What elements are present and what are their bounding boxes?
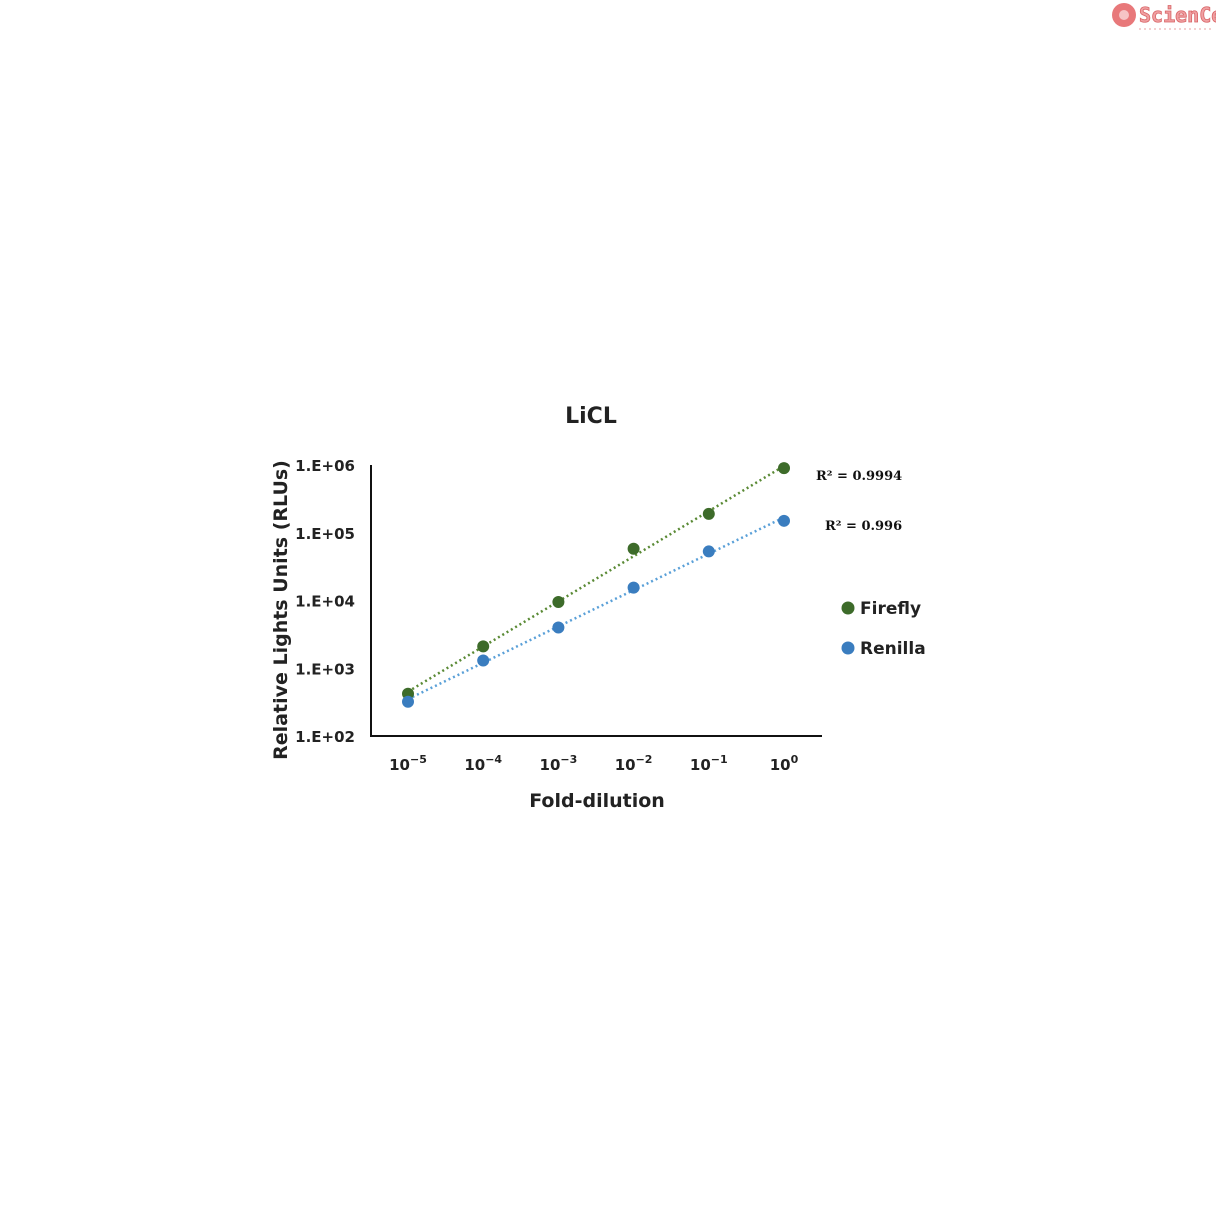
x-tick-label: 100	[770, 753, 799, 774]
point-renilla	[627, 581, 640, 594]
x-tick-label: 10−5	[389, 753, 427, 774]
trendline-firefly	[407, 464, 785, 693]
point-firefly	[702, 507, 715, 520]
point-renilla	[552, 621, 565, 634]
sciencell-logo: ScienCell	[1108, 0, 1216, 34]
x-tick-labels: 10−5 10−4 10−3 10−2 10−1 100	[389, 753, 798, 774]
trendline-renilla	[407, 516, 785, 701]
r2-label-firefly: R² = 0.9994	[816, 469, 902, 484]
point-renilla	[402, 695, 414, 708]
x-axis-label: Fold-dilution	[529, 790, 665, 812]
r2-labels: R² = 0.9994 R² = 0.996	[816, 469, 902, 534]
x-tick-label: 10−4	[464, 753, 502, 774]
legend-label-renilla: Renilla	[860, 639, 926, 659]
data-points	[402, 462, 790, 708]
point-renilla	[477, 654, 490, 667]
point-renilla	[702, 545, 715, 558]
point-firefly	[778, 462, 790, 475]
x-tick-label: 10−1	[690, 753, 728, 774]
point-firefly	[477, 640, 490, 653]
legend: Firefly Renilla	[841, 599, 926, 659]
legend-marker-renilla	[841, 641, 855, 655]
y-tick-label: 1.E+05	[295, 525, 355, 543]
x-tick-label: 10−3	[540, 753, 578, 774]
x-tick-label: 10−2	[615, 753, 653, 774]
logo-text: ScienCell	[1139, 3, 1216, 27]
y-tick-label: 1.E+03	[295, 660, 355, 678]
legend-label-firefly: Firefly	[860, 599, 921, 619]
y-tick-label: 1.E+04	[295, 593, 355, 611]
y-tick-label: 1.E+02	[295, 728, 355, 746]
y-tick-labels: 1.E+02 1.E+03 1.E+04 1.E+05 1.E+06	[295, 457, 355, 746]
point-firefly	[627, 542, 640, 555]
trendlines	[407, 464, 785, 701]
r2-label-renilla: R² = 0.996	[825, 519, 902, 534]
point-renilla	[778, 514, 790, 527]
chart-title: LiCL	[565, 404, 617, 429]
legend-marker-firefly	[841, 601, 855, 615]
y-axis-label: Relative Lights Units (RLUs)	[270, 460, 292, 760]
y-tick-label: 1.E+06	[295, 457, 355, 475]
point-firefly	[552, 596, 565, 609]
